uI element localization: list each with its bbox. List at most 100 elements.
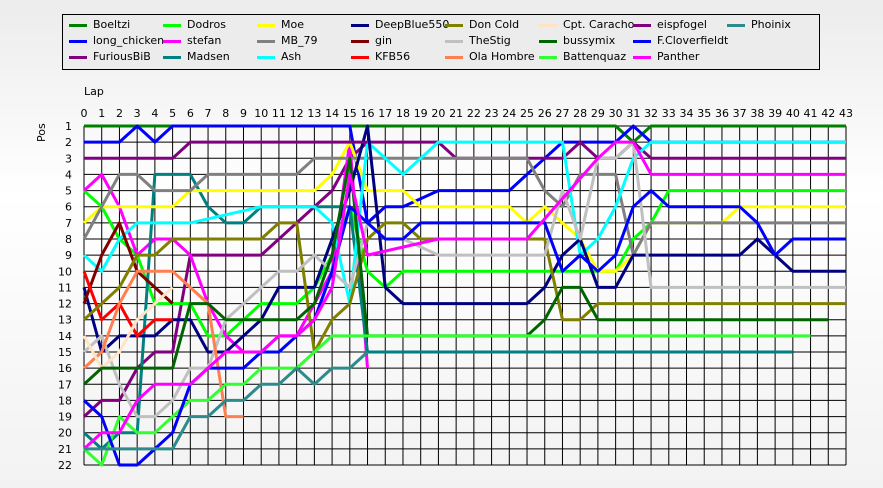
x-tick-labels: 0 1 2 3 4 5 6 7 8 9 10 11 12 13 14 15 16 17 18 19 20 21 22 23 24… [81,107,854,120]
y-tick-label: 14 [58,330,72,343]
x-tick-label: 28 [573,107,587,120]
y-tick-label: 10 [58,265,72,278]
legend-swatch [633,40,651,43]
legend-label: Battenquaz [563,50,627,63]
x-tick-label: 43 [839,107,853,120]
x-tick-label: 41 [804,107,818,120]
legend-swatch [257,56,275,59]
legend-label: bussymix [563,34,616,47]
legend-swatch [69,56,87,59]
legend-swatch [539,24,557,27]
legend-label: eispfogel [657,18,707,31]
legend-label: Ola Hombre [469,50,535,63]
legend-label: Madsen [187,50,230,63]
series-line-bussymix [82,156,829,386]
x-tick-label: 6 [187,107,194,120]
series-line-phoinix [84,350,369,451]
x-tick-label: 14 [325,107,339,120]
legend-label: Boeltzi [93,18,131,31]
x-tick-label: 38 [750,107,764,120]
x-tick-label: 15 [343,107,357,120]
x-tick-label: 25 [520,107,534,120]
legend-swatch [727,24,745,27]
x-tick-label: 31 [626,107,640,120]
series-line-stefan [82,140,369,369]
y-tick-label: 4 [65,168,72,181]
x-tick-label: 30 [609,107,623,120]
y-tick-label: 2 [65,136,72,149]
series-line-f-cloverfieldt [82,189,846,467]
legend-label: Ash [281,50,302,63]
x-tick-label: 22 [467,107,481,120]
x-tick-label: 2 [116,107,123,120]
x-tick-label: 5 [169,107,176,120]
legend-label: FuriousBiB [93,50,151,63]
legend-swatch [257,40,275,43]
x-tick-label: 32 [644,107,658,120]
legend-label: Moe [281,18,304,31]
x-tick-label: 10 [254,107,268,120]
x-tick-label: 1 [98,107,105,120]
x-tick-label: 34 [680,107,694,120]
x-tick-label: 42 [821,107,835,120]
y-tick-label: 17 [58,378,72,391]
legend-label: stefan [187,34,222,47]
legend-swatch [445,24,463,27]
legend-label: Phoinix [751,18,791,31]
series-line-ash [82,140,846,306]
series-lines [82,124,846,467]
y-tick-label: 16 [58,362,72,375]
x-tick-label: 16 [361,107,375,120]
y-axis-title: Pos [35,123,48,142]
legend-label: Cpt. Caracho [563,18,635,31]
y-tick-label: 3 [65,152,72,165]
y-tick-label: 18 [58,394,72,407]
legend-swatch [69,40,87,43]
y-tick-label: 12 [58,298,72,311]
legend-swatch [163,24,181,27]
legend-swatch [351,40,369,43]
x-tick-label: 0 [81,107,88,120]
legend-label: MB_79 [281,34,318,47]
x-tick-label: 7 [205,107,212,120]
x-tick-label: 21 [449,107,463,120]
y-tick-label: 19 [58,411,72,424]
x-tick-label: 9 [240,107,247,120]
y-tick-label: 20 [58,427,72,440]
legend-swatch [163,56,181,59]
legend-swatch [163,40,181,43]
y-tick-label: 9 [65,249,72,262]
legend-swatch [351,24,369,27]
legend-label: KFB56 [375,50,411,63]
y-tick-label: 5 [65,185,72,198]
legend-label: long_chicken [93,34,165,47]
series-line-ola-hombre [82,269,244,419]
y-tick-label: 11 [58,281,72,294]
series-line-gin [82,221,174,305]
y-tick-label: 6 [65,201,72,214]
x-tick-label: 11 [272,107,286,120]
y-tick-label: 1 [65,120,72,133]
x-tick-label: 24 [502,107,516,120]
legend-swatch [257,24,275,27]
legend-label: Dodros [187,18,226,31]
legend-label: Don Cold [469,18,520,31]
y-tick-label: 7 [65,217,72,230]
x-tick-label: 3 [134,107,141,120]
legend-label: Panther [657,50,700,63]
legend-swatch [351,56,369,59]
x-tick-label: 4 [151,107,158,120]
x-tick-label: 20 [431,107,445,120]
legend-swatch [69,24,87,27]
legend-label: F.Cloverfieldt [657,34,729,47]
x-tick-label: 36 [715,107,729,120]
x-tick-label: 23 [485,107,499,120]
x-tick-label: 19 [414,107,428,120]
series-line-boeltzi [84,124,846,144]
y-tick-label: 8 [65,233,72,246]
series-line-cpt-caracho [82,286,174,370]
x-tick-label: 26 [538,107,552,120]
x-tick-label: 13 [307,107,321,120]
series-line-battenquaz [82,334,811,467]
